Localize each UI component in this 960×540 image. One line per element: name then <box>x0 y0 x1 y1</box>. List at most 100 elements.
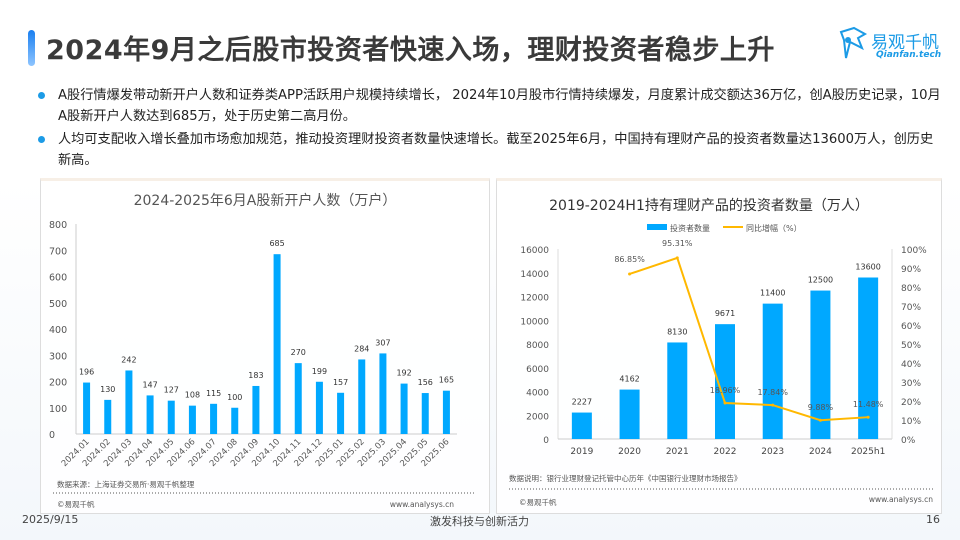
logo-en: Qianfan.tech <box>876 50 942 60</box>
x-tick-label: 2025h1 <box>851 447 885 457</box>
data-label: 270 <box>291 348 306 357</box>
growth-line <box>629 256 869 422</box>
bar <box>315 381 323 434</box>
chart-title: 2024-2025年6月A股新开户人数（万户） <box>134 192 397 209</box>
investors-chart-panel: 2019-2024H1持有理财产品的投资者数量（万人） 投资者数量 同比增幅（%） 0… <box>496 178 942 514</box>
bullet-item: 人均可支配收入增长叠加市场愈加规范，推动投资理财投资者数量快速增长。截至2025… <box>36 130 941 171</box>
y-tick-label: 0 <box>543 436 549 446</box>
investors-chart: 2019-2024H1持有理财产品的投资者数量（万人） 投资者数量 同比增幅（%） 0… <box>509 198 933 507</box>
y-tick-label: 400 <box>49 325 67 336</box>
y2-tick-label: 80% <box>901 284 921 294</box>
data-label: 307 <box>375 338 390 347</box>
line-point <box>675 256 679 260</box>
bar <box>125 370 133 434</box>
bar <box>210 403 218 434</box>
bar <box>810 290 831 439</box>
bar-data-label: 12500 <box>808 276 833 285</box>
bar <box>83 382 91 434</box>
legend-label: 投资者数量 <box>670 223 710 233</box>
line-data-label: 17.84% <box>757 388 788 397</box>
y-tick-label: 10000 <box>520 317 549 327</box>
bar <box>146 395 154 434</box>
bullet-text: 人均可支配收入增长叠加市场愈加规范，推动投资理财投资者数量快速增长。截至2025… <box>58 132 934 168</box>
copyright: ©易观千帆 <box>519 497 557 507</box>
y-tick-label: 6000 <box>526 365 549 375</box>
data-label: 157 <box>333 378 348 387</box>
bar-data-label: 13600 <box>855 263 880 272</box>
line-point <box>866 415 870 419</box>
page-title: 2024年9月之后股市投资者快速入场，理财投资者稳步上升 <box>46 35 775 66</box>
y2-tick-label: 10% <box>901 417 921 427</box>
data-label: 284 <box>354 344 369 353</box>
bar <box>571 412 592 439</box>
bar <box>337 392 345 434</box>
bullet-dot-icon <box>38 136 45 143</box>
title-accent-bar <box>28 30 35 66</box>
bar <box>667 342 688 439</box>
line-data-label: 95.31% <box>662 239 693 248</box>
new-accounts-chart: 2024-2025年6月A股新开户人数（万户） 0 100 200 300 400 500 6… <box>49 192 475 509</box>
data-label: 165 <box>439 376 454 385</box>
bar-data-label: 11400 <box>760 289 785 298</box>
bar <box>379 353 387 434</box>
y-tick-label: 800 <box>49 220 67 231</box>
bar <box>167 400 175 434</box>
data-label: 108 <box>185 391 200 400</box>
data-label: 196 <box>79 368 94 377</box>
data-label: 192 <box>396 369 411 378</box>
bar <box>358 359 366 434</box>
website: www.analysys.cn <box>390 500 454 509</box>
bullet-list: A股行情爆发带动新开户人数和证券类APP活跃用户规模持续增长， 2024年10月… <box>36 86 941 174</box>
x-tick-label: 2023 <box>761 447 784 457</box>
bar <box>188 405 196 434</box>
data-label: 242 <box>121 355 136 364</box>
y-tick-label: 300 <box>49 351 67 362</box>
y-tick-label: 100 <box>49 404 67 415</box>
data-label: 183 <box>248 371 263 380</box>
footer-date: 2025/9/15 <box>22 513 79 526</box>
page-number: 16 <box>926 513 940 526</box>
x-tick-label: 2020 <box>618 447 641 457</box>
bar <box>400 383 408 434</box>
y-tick-label: 16000 <box>520 246 549 256</box>
line-data-label: 86.85% <box>614 255 645 264</box>
bar <box>294 363 302 434</box>
line-data-label: 18.96% <box>710 386 741 395</box>
bullet-dot-icon <box>38 92 45 99</box>
data-label: 115 <box>206 389 221 398</box>
data-label: 147 <box>142 380 157 389</box>
bar-data-label: 2227 <box>572 398 592 407</box>
y-tick-label: 500 <box>49 299 67 310</box>
y-tick-label: 0 <box>49 430 55 441</box>
chart-title: 2019-2024H1持有理财产品的投资者数量（万人） <box>549 198 869 214</box>
y-tick-label: 700 <box>49 246 67 257</box>
y2-tick-label: 30% <box>901 379 921 389</box>
logo-icon <box>839 26 868 59</box>
y-tick-label: 12000 <box>520 294 549 304</box>
data-label: 156 <box>418 378 433 387</box>
line-data-label: 11.48% <box>853 400 884 409</box>
logo: 易观千帆 Qianfan.tech <box>838 26 948 66</box>
x-tick-label: 2019 <box>570 447 593 457</box>
bar <box>715 324 735 439</box>
data-label: 127 <box>164 386 179 395</box>
data-label: 685 <box>269 239 284 248</box>
y-tick-label: 2000 <box>526 412 549 422</box>
y2-tick-label: 50% <box>901 341 921 351</box>
line-point <box>818 418 822 422</box>
source-note: 数据来源：上海证券交易所·易观千帆整理 <box>57 479 195 489</box>
y2-tick-label: 20% <box>901 398 921 408</box>
bar-data-label: 8130 <box>667 327 687 336</box>
logo-name: 易观千帆 <box>871 33 939 53</box>
bar-data-label: 4162 <box>619 375 639 384</box>
legend-label: 同比增幅（%） <box>746 223 802 233</box>
data-label: 100 <box>227 393 242 402</box>
bar <box>442 390 450 434</box>
y-tick-label: 4000 <box>526 389 549 399</box>
x-tick-label: 2022 <box>714 447 737 457</box>
copyright: ©易观千帆 <box>57 499 95 509</box>
y-tick-label: 14000 <box>520 270 549 280</box>
y2-tick-label: 70% <box>901 303 921 313</box>
y-tick-label: 200 <box>49 378 67 389</box>
bullet-text: A股行情爆发带动新开户人数和证券类APP活跃用户规模持续增长， 2024年10月… <box>58 88 941 124</box>
